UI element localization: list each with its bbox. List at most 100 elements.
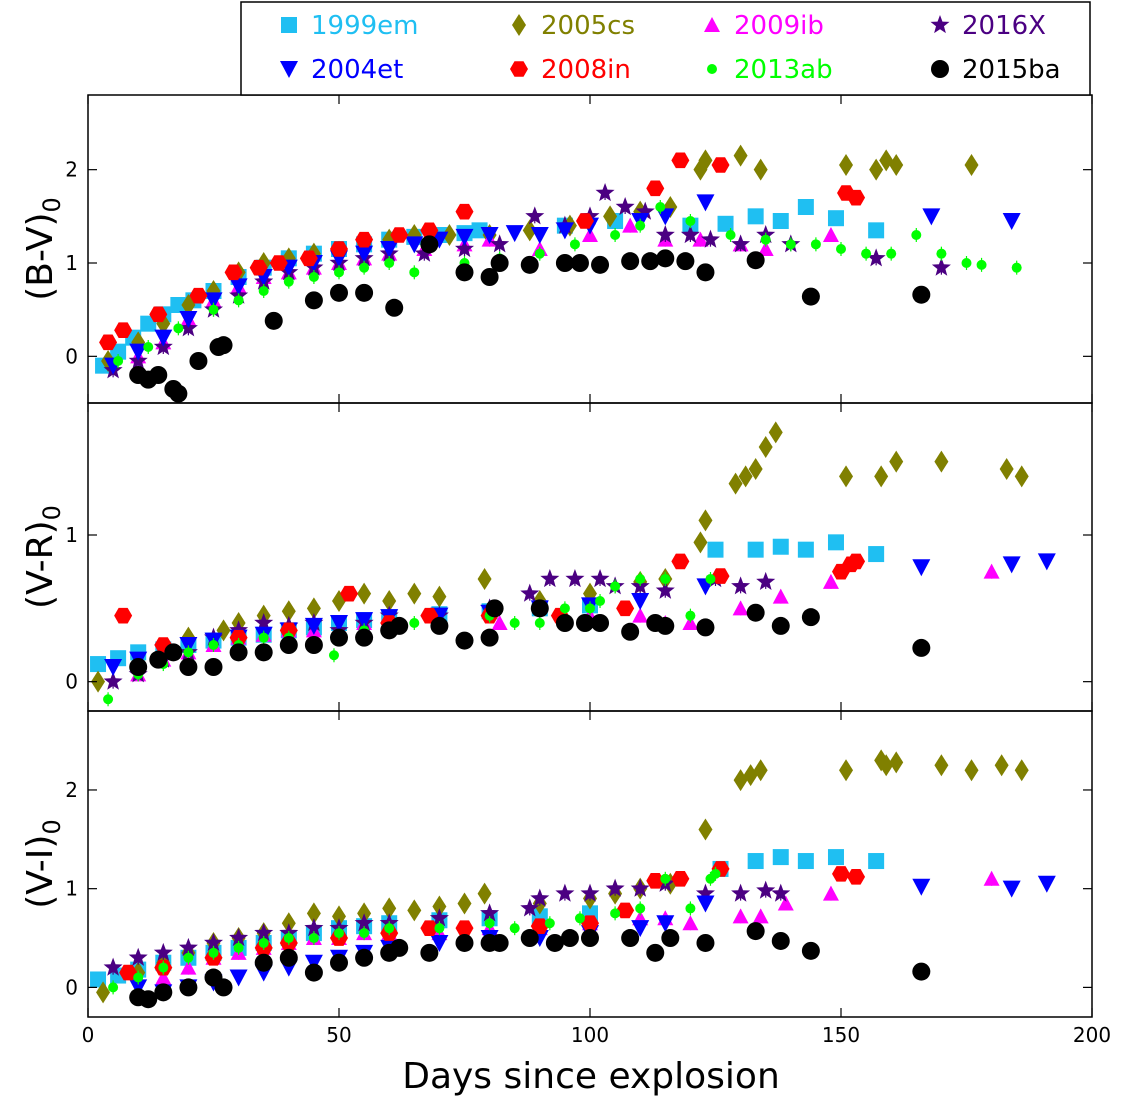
data-point	[420, 943, 439, 962]
data-point	[283, 276, 294, 287]
data-point	[671, 871, 690, 887]
data-point	[621, 622, 640, 641]
legend-marker	[281, 17, 297, 33]
data-point	[330, 953, 348, 972]
data-point	[480, 268, 499, 286]
data-point	[304, 291, 323, 310]
data-point	[772, 849, 789, 866]
data-point	[103, 671, 123, 690]
data-point	[555, 883, 575, 902]
data-point	[133, 972, 144, 983]
data-point	[879, 754, 894, 777]
data-point	[994, 754, 1009, 777]
data-point	[758, 436, 773, 458]
data-point	[693, 531, 708, 554]
data-point	[685, 610, 696, 621]
data-point	[746, 922, 765, 941]
data-point	[603, 205, 618, 228]
data-point	[355, 245, 374, 263]
data-point	[753, 158, 768, 181]
data-point	[299, 250, 318, 267]
data-point	[772, 538, 789, 555]
data-point	[868, 546, 885, 563]
data-point	[707, 541, 724, 558]
series-2004et	[104, 553, 1056, 676]
data-point	[530, 599, 549, 618]
data-point	[330, 615, 348, 632]
data-point	[748, 458, 763, 480]
data-point	[836, 244, 846, 254]
data-point	[912, 638, 931, 657]
data-point	[621, 252, 640, 271]
data-point	[656, 249, 675, 268]
data-point	[630, 878, 650, 897]
legend-item-2005cs: 2005cs	[512, 11, 635, 41]
data-point	[520, 929, 539, 948]
data-point	[382, 897, 397, 920]
data-point	[258, 286, 269, 296]
data-point	[616, 600, 635, 617]
y-tick-label: 2	[65, 158, 78, 182]
data-point	[128, 947, 148, 966]
y-tick-label: 0	[65, 344, 78, 368]
data-point	[164, 643, 183, 662]
data-point	[279, 948, 298, 967]
data-point	[390, 938, 409, 957]
data-point	[616, 902, 635, 919]
data-point	[454, 239, 475, 258]
series-2008in	[99, 152, 866, 351]
data-point	[581, 929, 599, 948]
data-point	[671, 152, 690, 169]
data-point	[149, 366, 168, 384]
data-point	[330, 628, 348, 647]
data-point	[879, 149, 894, 172]
data-point	[728, 472, 743, 495]
data-point	[283, 933, 294, 944]
data-point	[455, 631, 474, 650]
series-2005cs	[96, 749, 1029, 1004]
data-point	[822, 885, 839, 901]
legend-label: 2008in	[541, 55, 631, 85]
x-tick-label: 200	[1073, 1023, 1111, 1047]
data-point	[140, 315, 157, 332]
data-point	[304, 617, 323, 635]
data-point	[380, 241, 399, 258]
data-point	[525, 206, 545, 225]
data-point	[569, 239, 580, 250]
y-axis-title: (V-I)0	[20, 819, 66, 909]
data-point	[655, 202, 666, 212]
data-point	[545, 933, 564, 952]
data-point	[555, 222, 574, 240]
y-axis-title: (V-R)0	[20, 505, 66, 609]
data-point	[655, 580, 675, 599]
legend-marker	[930, 15, 950, 34]
data-point	[772, 213, 789, 229]
data-point	[520, 583, 540, 602]
data-point	[544, 918, 555, 929]
data-point	[646, 180, 665, 197]
data-point	[143, 342, 154, 352]
data-point	[747, 853, 764, 870]
legend-marker	[704, 17, 720, 32]
data-point	[700, 229, 720, 248]
legend-label: 2016X	[962, 11, 1046, 41]
data-point	[334, 928, 344, 939]
data-point	[384, 258, 395, 268]
x-tick-label: 100	[571, 1023, 609, 1047]
data-point	[432, 585, 447, 608]
data-point	[432, 895, 447, 918]
data-point	[868, 222, 885, 239]
data-point	[964, 154, 979, 176]
data-point	[457, 892, 472, 915]
data-point	[229, 928, 249, 947]
data-point	[631, 920, 650, 938]
data-point	[772, 588, 789, 604]
legend-marker	[280, 61, 298, 78]
data-point	[555, 614, 574, 632]
data-point	[656, 915, 675, 933]
data-point	[90, 656, 107, 673]
data-point	[279, 636, 298, 654]
data-point	[484, 918, 495, 929]
data-point	[254, 953, 273, 972]
data-point	[409, 267, 420, 278]
